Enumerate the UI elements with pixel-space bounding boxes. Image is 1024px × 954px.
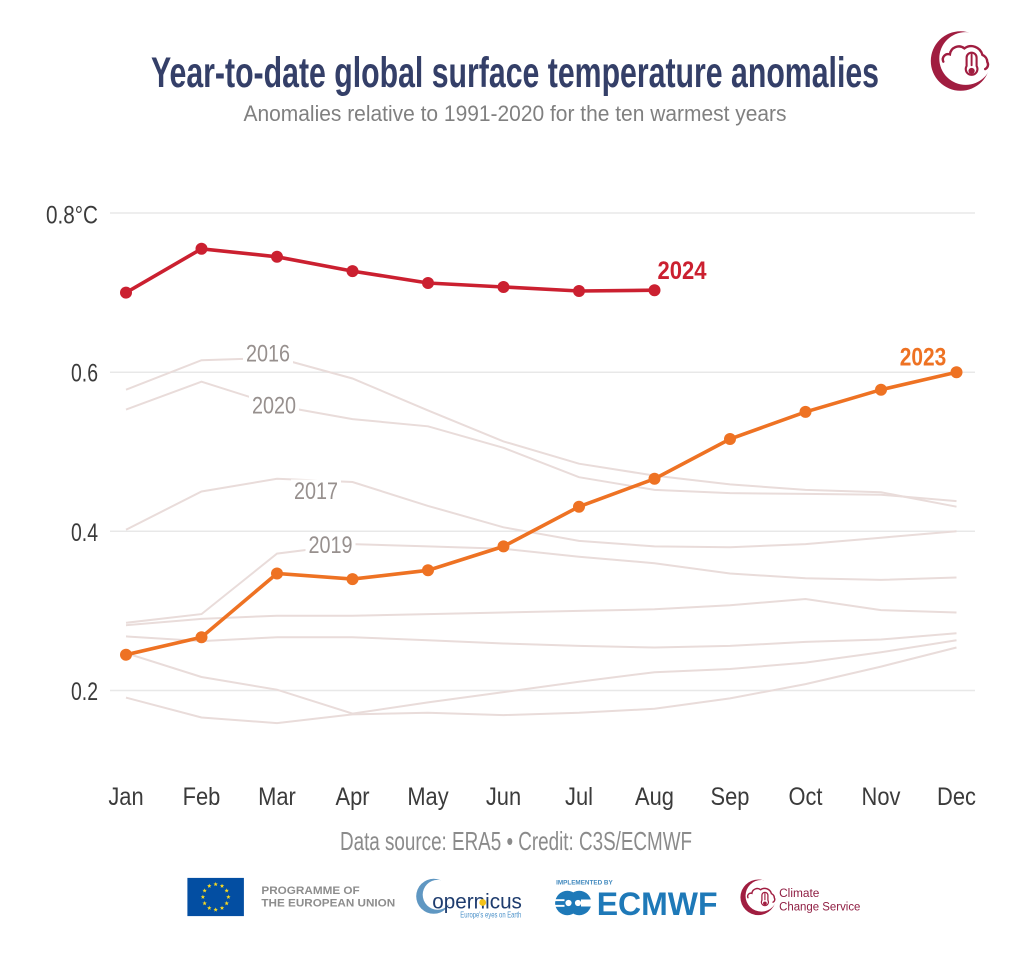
svg-text:2024: 2024 [658,257,707,285]
svg-text:May: May [407,783,449,811]
svg-text:Jul: Jul [565,783,593,811]
svg-text:Apr: Apr [336,783,370,811]
svg-text:Europe's eyes on Earth: Europe's eyes on Earth [460,910,521,920]
svg-text:Sep: Sep [711,783,750,811]
svg-text:2019: 2019 [309,532,353,559]
svg-text:0.2: 0.2 [71,678,98,706]
svg-text:0.4: 0.4 [71,519,98,547]
svg-text:Year-to-date global surface te: Year-to-date global surface temperature … [151,49,879,97]
svg-text:Oct: Oct [789,783,823,811]
svg-text:Climate: Climate [779,886,819,900]
svg-text:2020: 2020 [252,393,296,420]
svg-text:Anomalies relative to 1991-202: Anomalies relative to 1991-2020 for the … [244,101,787,126]
svg-text:2023: 2023 [900,344,947,372]
svg-text:Change Service: Change Service [779,900,860,914]
svg-text:ECMWF: ECMWF [597,886,718,922]
svg-text:Mar: Mar [258,783,296,811]
svg-text:Nov: Nov [862,783,901,811]
svg-text:Dec: Dec [937,783,976,811]
svg-text:Feb: Feb [183,783,221,811]
svg-text:THE EUROPEAN UNION: THE EUROPEAN UNION [261,897,395,909]
svg-text:opernicus: opernicus [432,890,522,913]
svg-text:IMPLEMENTED BY: IMPLEMENTED BY [556,879,613,886]
svg-text:Jun: Jun [486,783,521,811]
svg-text:PROGRAMME OF: PROGRAMME OF [261,885,360,897]
svg-text:0.8°C: 0.8°C [46,202,98,230]
svg-text:0.6: 0.6 [71,360,98,388]
svg-text:Aug: Aug [635,783,674,811]
svg-text:Jan: Jan [108,783,143,811]
svg-text:Data source: ERA5 • Credit: C3: Data source: ERA5 • Credit: C3S/ECMWF [340,826,692,856]
svg-text:2017: 2017 [294,478,338,505]
svg-text:2016: 2016 [246,340,290,367]
